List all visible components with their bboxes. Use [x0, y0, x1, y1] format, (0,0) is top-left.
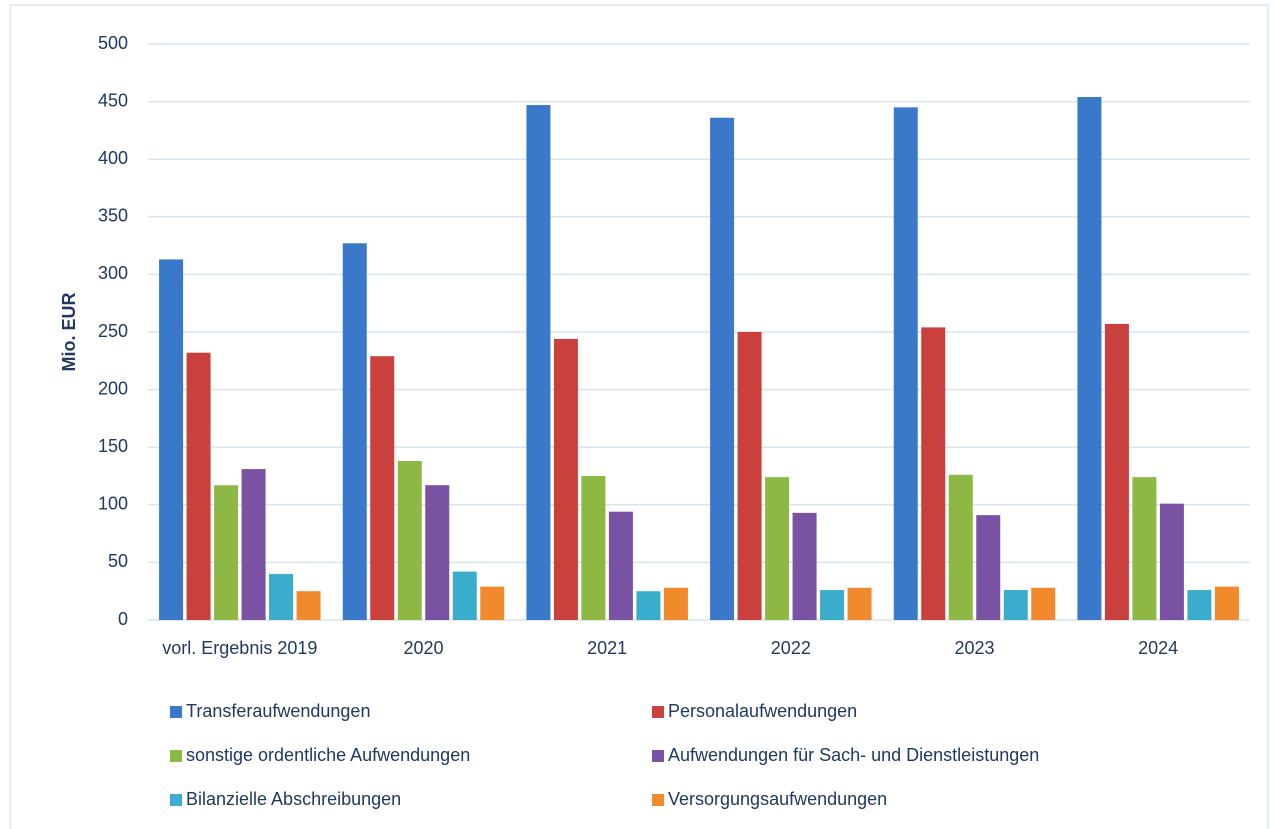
bar	[710, 117, 735, 620]
y-tick-label: 350	[98, 206, 128, 226]
bar	[581, 476, 606, 620]
y-tick-label: 300	[98, 263, 128, 283]
bar	[214, 485, 239, 620]
bar	[553, 338, 578, 620]
bar	[1031, 587, 1056, 620]
bar	[159, 259, 184, 620]
bar	[921, 327, 946, 620]
bar	[765, 477, 790, 620]
bar	[370, 356, 395, 620]
y-tick-label: 250	[98, 321, 128, 341]
y-axis-label: Mio. EUR	[59, 293, 79, 372]
legend-label: Aufwendungen für Sach- und Dienstleistun…	[668, 745, 1039, 765]
bar	[792, 512, 817, 620]
bar	[636, 591, 661, 620]
chart-border	[9, 4, 1269, 829]
bar	[976, 515, 1001, 620]
bar	[425, 485, 450, 620]
bar	[1077, 96, 1102, 620]
bar	[186, 352, 211, 620]
bar	[296, 591, 321, 620]
bar	[820, 590, 845, 620]
x-tick-label: 2024	[1138, 638, 1179, 658]
legend-swatch	[652, 794, 664, 806]
bar	[1214, 586, 1239, 620]
legend-swatch	[170, 750, 182, 762]
legend-label: Bilanzielle Abschreibungen	[186, 789, 401, 809]
bar	[269, 573, 294, 620]
x-tick-label: 2021	[587, 638, 628, 658]
y-tick-label: 450	[98, 90, 128, 110]
y-tick-label: 400	[98, 148, 128, 168]
bar	[847, 587, 872, 620]
bar	[1187, 590, 1212, 620]
x-tick-label: 2023	[954, 638, 995, 658]
bar	[948, 474, 973, 620]
bar	[526, 105, 551, 620]
bar	[480, 586, 505, 620]
legend-label: Versorgungsaufwendungen	[668, 789, 887, 809]
y-tick-label: 50	[108, 551, 128, 571]
bar	[1132, 477, 1157, 620]
legend-swatch	[170, 794, 182, 806]
bar	[608, 511, 633, 620]
y-tick-label: 100	[98, 494, 128, 514]
y-tick-label: 150	[98, 436, 128, 456]
legend-swatch	[652, 750, 664, 762]
bar	[452, 571, 477, 620]
legend-label: sonstige ordentliche Aufwendungen	[186, 745, 470, 765]
y-tick-label: 0	[118, 609, 128, 629]
legend-swatch	[652, 706, 664, 718]
x-tick-label: 2022	[770, 638, 811, 658]
bar	[1104, 323, 1129, 620]
y-tick-label: 500	[98, 33, 128, 53]
bar	[1159, 503, 1184, 620]
legend-swatch	[170, 706, 182, 718]
legend-label: Personalaufwendungen	[668, 701, 857, 721]
bar	[397, 461, 422, 620]
y-tick-label: 200	[98, 378, 128, 398]
bar	[893, 107, 918, 621]
bar	[663, 587, 688, 620]
legend-label: Transferaufwendungen	[186, 701, 370, 721]
bar	[241, 469, 266, 620]
x-tick-label: vorl. Ergebnis 2019	[162, 638, 318, 658]
bar	[1003, 590, 1028, 620]
bar	[737, 332, 762, 620]
bar	[342, 243, 367, 620]
x-tick-label: 2020	[403, 638, 444, 658]
